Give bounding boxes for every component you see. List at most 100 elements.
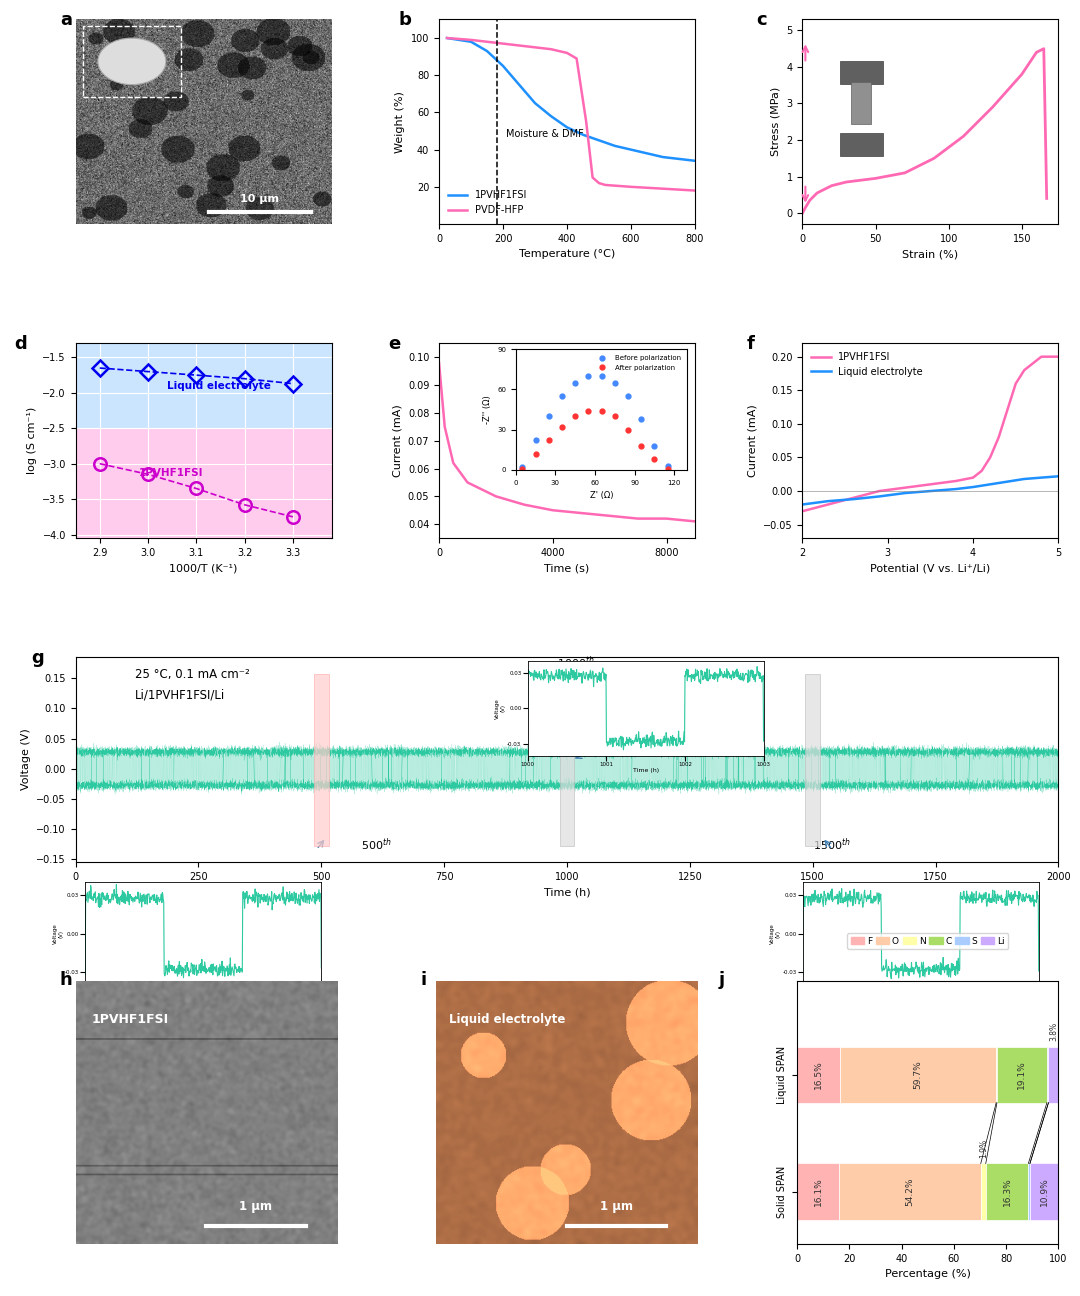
X-axis label: 1000/T (K⁻¹): 1000/T (K⁻¹) (170, 564, 238, 573)
1PVHF1FSI (608, 139, 621, 154)
Liquid electrolyte (899, 485, 912, 500)
Text: 59.7%: 59.7% (914, 1060, 922, 1089)
Bar (1030, 1164, 1058, 1220)
Liquid electrolyte (1035, 470, 1048, 486)
PVDF-HFP (570, 51, 583, 66)
PVDF-HFP (513, 38, 526, 53)
1PVHF1FSI (1001, 403, 1014, 419)
Liquid electrolyte (1001, 474, 1014, 490)
Legend: 1PVHF1FSI, PVDF-HFP: 1PVHF1FSI, PVDF-HFP (444, 187, 531, 219)
Bar (839, 1164, 981, 1220)
Text: 1 μm: 1 μm (240, 1200, 272, 1213)
PVDF-HFP (624, 179, 637, 194)
Text: 1PVHF1FSI: 1PVHF1FSI (138, 468, 203, 478)
Liquid electrolyte (924, 483, 937, 499)
PVDF-HFP (593, 175, 606, 191)
Liquid electrolyte (1017, 472, 1030, 487)
Bar (797, 1047, 840, 1103)
Bar (797, 1164, 839, 1220)
Text: a: a (60, 12, 72, 30)
Text: 1.9%: 1.9% (978, 1138, 988, 1157)
1PVHF1FSI (688, 153, 701, 168)
Text: e: e (388, 336, 400, 354)
1PVHF1FSI (544, 109, 557, 124)
Y-axis label: log (S cm⁻¹): log (S cm⁻¹) (27, 407, 37, 474)
Text: 16.1%: 16.1% (813, 1177, 823, 1205)
PVDF-HFP (497, 36, 510, 52)
Y-axis label: Voltage (V): Voltage (V) (21, 728, 30, 791)
PVDF-HFP (481, 34, 494, 49)
1PVHF1FSI (899, 480, 912, 495)
1PVHF1FSI (984, 450, 997, 465)
X-axis label: Strain (%): Strain (%) (903, 249, 958, 259)
1PVHF1FSI (561, 119, 573, 135)
Text: f: f (746, 336, 754, 354)
Y-axis label: Current (mA): Current (mA) (392, 404, 402, 477)
1PVHF1FSI (1010, 376, 1023, 391)
Bar (1049, 1047, 1058, 1103)
Line: 1PVHF1FSI: 1PVHF1FSI (802, 356, 1058, 511)
Liquid electrolyte (949, 481, 962, 496)
Text: $1500^{th}$: $1500^{th}$ (813, 836, 851, 853)
1PVHF1FSI (975, 463, 988, 478)
Text: 25 °C, 0.1 mA cm⁻²: 25 °C, 0.1 mA cm⁻² (135, 667, 249, 680)
X-axis label: Percentage (%): Percentage (%) (885, 1270, 971, 1279)
Text: Liquid electrolyte: Liquid electrolyte (167, 381, 271, 391)
1PVHF1FSI (464, 34, 477, 49)
1PVHF1FSI (796, 503, 809, 518)
Bar (1028, 1164, 1030, 1220)
Bar (840, 1047, 996, 1103)
Line: Liquid electrolyte: Liquid electrolyte (802, 476, 1058, 504)
1PVHF1FSI (1017, 363, 1030, 378)
Text: $500^{th}$: $500^{th}$ (361, 836, 391, 853)
1PVHF1FSI (441, 30, 454, 45)
Liquid electrolyte (1052, 468, 1065, 483)
Text: 19.1%: 19.1% (1017, 1060, 1026, 1089)
1PVHF1FSI (497, 58, 510, 74)
1PVHF1FSI (847, 490, 860, 505)
Text: d: d (14, 336, 27, 354)
1PVHF1FSI (640, 145, 653, 161)
Liquid electrolyte (873, 489, 886, 504)
Text: 16.3%: 16.3% (1002, 1177, 1012, 1205)
Text: i: i (420, 971, 427, 989)
1PVHF1FSI (993, 429, 1005, 445)
X-axis label: Potential (V vs. Li⁺/Li): Potential (V vs. Li⁺/Li) (870, 564, 990, 573)
1PVHF1FSI (624, 141, 637, 157)
Liquid electrolyte (993, 476, 1005, 491)
Bar (559, 674, 575, 845)
Bar (997, 1047, 1047, 1103)
1PVHF1FSI (822, 496, 835, 512)
Bar (76, 343, 332, 428)
PVDF-HFP (464, 32, 477, 48)
Legend: F, O, N, C, S, Li: F, O, N, C, S, Li (847, 933, 1009, 949)
Text: 1PVHF1FSI: 1PVHF1FSI (92, 1012, 168, 1025)
1PVHF1FSI (657, 149, 670, 165)
Text: 1 μm: 1 μm (600, 1200, 633, 1213)
X-axis label: Temperature (°C): Temperature (°C) (518, 249, 616, 259)
Text: 54.2%: 54.2% (905, 1177, 915, 1205)
1PVHF1FSI (577, 127, 590, 143)
Text: 10 μm: 10 μm (241, 193, 280, 203)
Bar (1047, 1047, 1049, 1103)
Liquid electrolyte (1010, 473, 1023, 489)
Text: 10.9%: 10.9% (1040, 1177, 1049, 1205)
PVDF-HFP (657, 181, 670, 197)
1PVHF1FSI (513, 76, 526, 92)
PVDF-HFP (544, 41, 557, 57)
Text: Li/1PVHF1FSI/Li: Li/1PVHF1FSI/Li (135, 688, 225, 701)
PVDF-HFP (688, 183, 701, 198)
Bar (981, 1164, 986, 1220)
Text: h: h (59, 971, 72, 989)
Text: b: b (399, 12, 411, 30)
Text: Moisture & DMF: Moisture & DMF (507, 128, 584, 139)
Bar (83, 26, 180, 97)
PVDF-HFP (528, 40, 541, 56)
Bar (806, 674, 820, 845)
Text: $1000^{th}$: $1000^{th}$ (557, 654, 595, 671)
Bar (314, 674, 328, 845)
Text: 16.5%: 16.5% (814, 1060, 823, 1089)
Liquid electrolyte (822, 494, 835, 509)
1PVHF1FSI (593, 132, 606, 148)
1PVHF1FSI (673, 152, 686, 167)
